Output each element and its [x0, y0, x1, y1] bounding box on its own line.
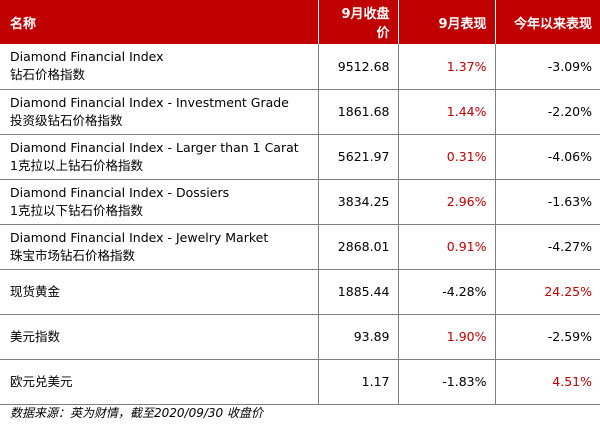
header-name: 名称 — [0, 0, 319, 44]
row-name-zh: 珠宝市场钻石价格指数 — [10, 247, 136, 263]
row-month-cell: 2.96% — [398, 179, 496, 225]
header-month: 9月表现 — [398, 0, 496, 44]
row-name-cell: Diamond Financial Index - Dossiers 1克拉以下钻… — [0, 179, 319, 225]
table-row: Diamond Financial Index - Investment Gra… — [0, 89, 600, 135]
row-name-cell: Diamond Financial Index - Investment Gra… — [0, 89, 319, 135]
row-name-zh: 美元指数 — [10, 328, 61, 344]
row-name-cell: 欧元兑美元 — [0, 359, 319, 405]
row-name-zh: 现货黄金 — [10, 283, 61, 299]
row-month-cell: 1.44% — [398, 89, 496, 135]
row-month-cell: -1.83% — [398, 359, 496, 405]
row-close-cell: 1.17 — [318, 359, 399, 405]
row-ytd-cell: -4.27% — [495, 224, 600, 270]
price-table: 名称 9月收盘价 9月表现 今年以来表现 Diamond Financial I… — [0, 0, 600, 405]
row-close-cell: 1885.44 — [318, 269, 399, 315]
row-month-cell: 1.37% — [398, 44, 496, 90]
row-name-en: Diamond Financial Index — [10, 49, 164, 65]
row-month-cell: 0.91% — [398, 224, 496, 270]
row-ytd-cell: 4.51% — [495, 359, 600, 405]
row-name-cell: 美元指数 — [0, 314, 319, 360]
row-ytd-cell: -4.06% — [495, 134, 600, 180]
row-ytd-cell: -1.63% — [495, 179, 600, 225]
source-note: 数据来源：英为财情，截至2020/09/30 收盘价 — [10, 406, 263, 420]
row-close-cell: 9512.68 — [318, 44, 399, 90]
row-month-cell: 1.90% — [398, 314, 496, 360]
table-row: Diamond Financial Index - Dossiers 1克拉以下钻… — [0, 179, 600, 225]
row-name-cell: Diamond Financial Index 钻石价格指数 — [0, 44, 319, 90]
row-ytd-cell: -2.20% — [495, 89, 600, 135]
row-ytd-cell: 24.25% — [495, 269, 600, 315]
row-name-cell: Diamond Financial Index - Jewelry Market… — [0, 224, 319, 270]
row-ytd-cell: -2.59% — [495, 314, 600, 360]
row-close-cell: 1861.68 — [318, 89, 399, 135]
row-name-en: Diamond Financial Index - Investment Gra… — [10, 94, 289, 110]
row-name-zh: 1克拉以下钻石价格指数 — [10, 202, 143, 218]
price-table-container: 名称 9月收盘价 9月表现 今年以来表现 Diamond Financial I… — [0, 0, 600, 405]
table-row: 欧元兑美元 1.17 -1.83% 4.51% — [0, 359, 600, 405]
row-close-cell: 2868.01 — [318, 224, 399, 270]
row-month-cell: -4.28% — [398, 269, 496, 315]
table-row: 现货黄金 1885.44 -4.28% 24.25% — [0, 269, 600, 315]
row-month-cell: 0.31% — [398, 134, 496, 180]
row-name-en: Diamond Financial Index - Dossiers — [10, 184, 230, 200]
row-name-zh: 1克拉以上钻石价格指数 — [10, 157, 143, 173]
row-name-zh: 钻石价格指数 — [10, 67, 86, 83]
row-name-cell: Diamond Financial Index - Larger than 1 … — [0, 134, 319, 180]
table-row: 美元指数 93.89 1.90% -2.59% — [0, 314, 600, 360]
row-ytd-cell: -3.09% — [495, 44, 600, 90]
row-close-cell: 93.89 — [318, 314, 399, 360]
header-close: 9月收盘价 — [318, 0, 399, 44]
row-name-zh: 欧元兑美元 — [10, 373, 73, 389]
row-name-en: Diamond Financial Index - Jewelry Market — [10, 229, 269, 245]
header-ytd: 今年以来表现 — [495, 0, 600, 44]
row-close-cell: 3834.25 — [318, 179, 399, 225]
table-row: Diamond Financial Index 钻石价格指数 9512.68 1.37… — [0, 44, 600, 90]
row-name-zh: 投资级钻石价格指数 — [10, 112, 123, 128]
table-row: Diamond Financial Index - Larger than 1 … — [0, 134, 600, 180]
row-close-cell: 5621.97 — [318, 134, 399, 180]
table-row: Diamond Financial Index - Jewelry Market… — [0, 224, 600, 270]
row-name-en: Diamond Financial Index - Larger than 1 … — [10, 139, 299, 155]
row-name-cell: 现货黄金 — [0, 269, 319, 315]
table-header-row: 名称 9月收盘价 9月表现 今年以来表现 — [0, 0, 600, 44]
